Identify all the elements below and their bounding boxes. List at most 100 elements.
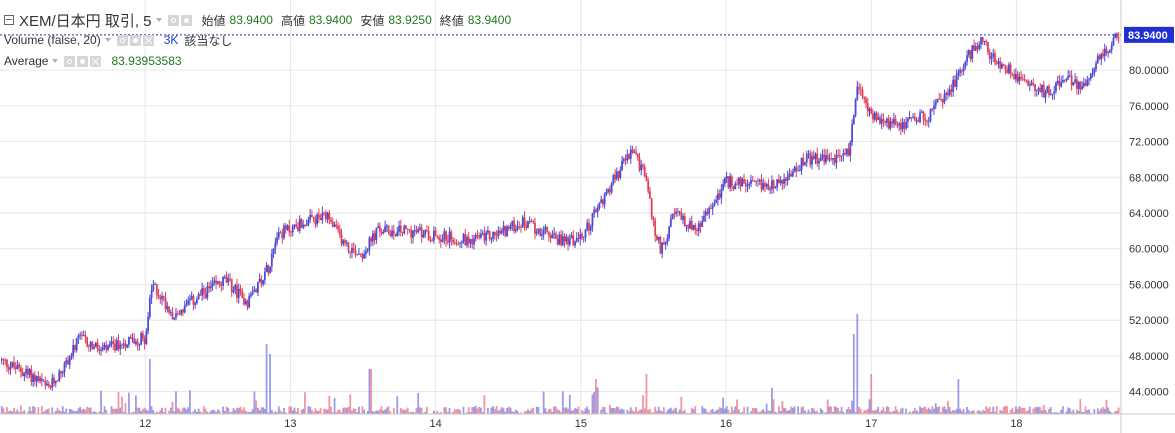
candle-body — [610, 183, 613, 193]
candle-body — [74, 344, 76, 351]
volume-bar — [544, 408, 547, 414]
volume-bar — [101, 412, 104, 414]
volume-bar — [406, 407, 409, 414]
volume-bar — [145, 409, 148, 414]
eye-icon[interactable] — [116, 34, 128, 46]
volume-bar — [471, 407, 474, 414]
candle-body — [941, 99, 944, 103]
gear-icon[interactable] — [77, 55, 89, 67]
candle-body — [608, 189, 611, 193]
volume-bar — [593, 392, 596, 414]
candle-body — [1049, 94, 1052, 96]
candle-body — [21, 371, 24, 377]
volume-bar — [938, 406, 941, 414]
candle-body — [838, 154, 841, 157]
candle-body — [1091, 73, 1094, 75]
volume-bar — [1096, 408, 1099, 414]
volume-bar — [1105, 399, 1108, 414]
volume-bar — [189, 390, 191, 414]
volume-bar — [539, 412, 542, 414]
candle-body — [650, 198, 653, 218]
volume-bar — [119, 407, 122, 414]
gear-icon[interactable] — [180, 14, 192, 26]
volume-bar — [854, 411, 857, 414]
candle-body — [1109, 49, 1111, 53]
volume-bar — [832, 411, 834, 414]
close-icon[interactable] — [142, 34, 154, 46]
volume-bar — [804, 410, 806, 414]
candle-body — [403, 225, 406, 234]
volume-bar — [955, 408, 958, 414]
candle-body — [903, 122, 906, 129]
candle-body — [230, 279, 233, 293]
volume-bar — [542, 391, 545, 414]
candle-body — [987, 42, 989, 53]
candle-body — [398, 225, 400, 232]
candle-body — [541, 234, 543, 236]
volume-bar — [284, 412, 287, 414]
candle-body — [316, 214, 319, 225]
candle-body — [432, 230, 435, 241]
candle-body — [926, 120, 928, 122]
volume-bar — [154, 412, 156, 414]
volume-bar — [1048, 408, 1050, 414]
volume-bar — [964, 412, 967, 414]
candle-body — [161, 296, 163, 300]
candle-body — [621, 161, 623, 170]
eye-icon[interactable] — [167, 14, 179, 26]
volume-bar — [678, 409, 681, 414]
candle-body — [553, 233, 556, 235]
volume-bar — [779, 410, 782, 414]
candle-body — [978, 44, 981, 50]
candle-body — [246, 300, 249, 308]
chevron-down-icon[interactable] — [155, 18, 162, 22]
volume-bar — [727, 409, 730, 414]
candle-body — [624, 158, 627, 161]
candle-body — [152, 284, 155, 291]
volume-bar — [619, 409, 622, 414]
candle-body — [438, 237, 441, 240]
chevron-down-icon[interactable] — [104, 38, 111, 42]
candle-body — [263, 271, 266, 281]
volume-bar — [574, 408, 576, 414]
volume-bar — [511, 411, 514, 414]
candle-body — [1053, 91, 1056, 94]
volume-note: 該当なし — [184, 33, 233, 48]
candle-body — [295, 224, 298, 227]
volume-bar — [44, 410, 47, 414]
eye-icon[interactable] — [64, 55, 76, 67]
close-icon[interactable] — [90, 55, 102, 67]
candle-body — [981, 37, 984, 42]
chevron-down-icon[interactable] — [52, 59, 59, 63]
volume-bar — [978, 410, 981, 414]
candle-body — [504, 225, 507, 237]
volume-bar — [382, 410, 385, 414]
candle-body — [105, 344, 108, 350]
volume-bar — [455, 409, 458, 414]
volume-bar — [121, 396, 123, 414]
volume-bar — [553, 406, 556, 414]
candle-body — [520, 226, 522, 228]
volume-bar — [649, 408, 651, 414]
candle-body — [373, 233, 376, 241]
volume-bar — [865, 410, 867, 414]
volume-bar — [213, 410, 216, 414]
volume-bar — [910, 412, 913, 414]
candle-body — [589, 226, 592, 231]
collapse-icon[interactable] — [4, 15, 14, 25]
candle-body — [692, 224, 695, 230]
gear-icon[interactable] — [129, 34, 141, 46]
volume-bar — [513, 411, 515, 414]
candle-body — [849, 142, 852, 156]
volume-bar — [880, 409, 883, 414]
volume-bar — [990, 412, 993, 414]
candle-body — [300, 219, 303, 228]
y-tick-label: 44.0000 — [1129, 387, 1169, 399]
close-label: 終値 — [439, 13, 464, 28]
candle-body — [532, 221, 535, 223]
candle-body — [697, 223, 700, 232]
candle-body — [7, 367, 10, 370]
candle-body — [457, 243, 460, 245]
candle-body — [175, 313, 177, 318]
